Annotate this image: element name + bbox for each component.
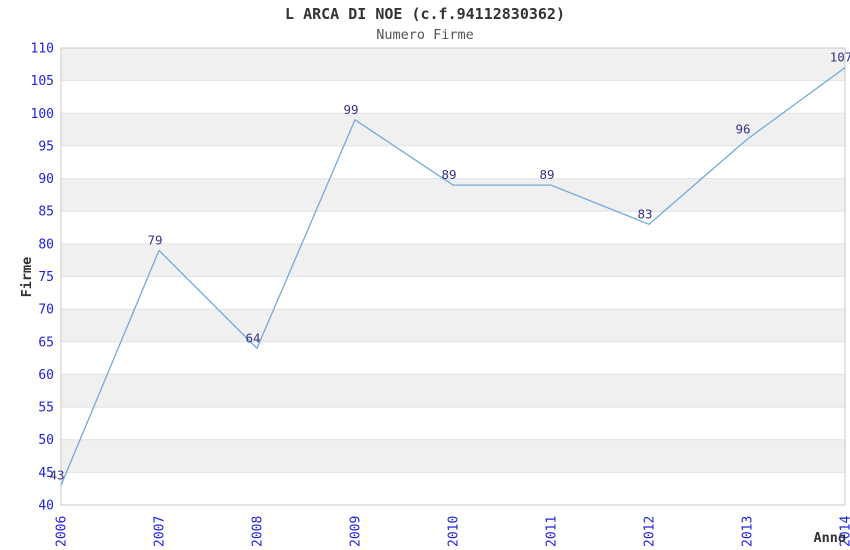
data-point-label: 43 (49, 467, 64, 482)
data-point-label: 83 (637, 206, 652, 221)
chart-subtitle: Numero Firme (376, 27, 474, 43)
x-tick-label: 2014 (839, 516, 850, 547)
plot-band (61, 48, 845, 81)
x-tick-label: 2008 (251, 516, 266, 547)
plot-band (61, 145, 845, 179)
x-tick-label: 2011 (545, 516, 560, 547)
y-tick-label: 90 (38, 172, 54, 187)
y-tick-label: 75 (38, 270, 54, 285)
plot-band (61, 178, 845, 212)
y-tick-label: 95 (38, 139, 54, 154)
x-tick-label: 2009 (349, 516, 364, 547)
y-tick-label: 105 (31, 74, 54, 89)
plot-band (61, 309, 845, 342)
plot-band (61, 341, 845, 375)
y-axis-title: Firme (19, 257, 35, 298)
x-tick-label: 2013 (741, 516, 756, 547)
chart-title: L ARCA DI NOE (c.f.94112830362) (285, 5, 565, 23)
plot-border (60, 47, 846, 506)
data-point-label: 99 (343, 102, 358, 117)
x-tick-label: 2006 (55, 516, 70, 547)
x-axis-title: Anno (813, 530, 846, 546)
x-tick-label: 2012 (643, 516, 658, 547)
y-tick-label: 100 (31, 107, 54, 122)
y-tick-label: 85 (38, 205, 54, 220)
y-tick-label: 80 (38, 237, 54, 252)
data-point-label: 64 (245, 330, 260, 345)
y-tick-label: 70 (38, 303, 54, 318)
data-point-label: 89 (441, 167, 456, 182)
data-point-label: 96 (735, 121, 750, 136)
data-point-label: 89 (539, 167, 554, 182)
x-tick-label: 2010 (447, 516, 462, 547)
y-tick-label: 50 (38, 433, 54, 448)
plot-band (61, 80, 845, 114)
plot-band (61, 243, 845, 277)
y-tick-label: 45 (38, 466, 54, 481)
plot-band (61, 407, 845, 440)
plot-band (61, 374, 845, 408)
x-tick-label: 2007 (153, 516, 168, 547)
plot-band (61, 211, 845, 244)
data-point-label: 79 (147, 232, 162, 247)
plot-band (61, 439, 845, 473)
y-tick-label: 55 (38, 401, 54, 416)
series-line (60, 67, 846, 486)
y-tick-label: 40 (38, 499, 54, 514)
plot-band (61, 472, 845, 505)
plot-band (61, 276, 845, 310)
y-tick-label: 60 (38, 368, 54, 383)
plot-band (61, 113, 845, 146)
y-tick-label: 65 (38, 335, 54, 350)
data-point-label: 107 (830, 50, 850, 65)
y-tick-label: 110 (31, 42, 54, 57)
